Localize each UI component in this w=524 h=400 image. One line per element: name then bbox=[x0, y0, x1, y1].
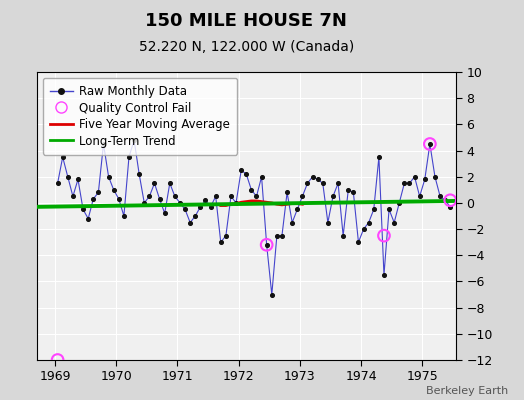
Point bbox=[349, 189, 357, 196]
Point bbox=[344, 187, 353, 193]
Point bbox=[104, 174, 113, 180]
Point bbox=[359, 226, 368, 232]
Point bbox=[206, 204, 215, 210]
Point bbox=[324, 219, 332, 226]
Point bbox=[69, 193, 77, 200]
Point bbox=[436, 193, 444, 200]
Point bbox=[369, 206, 378, 213]
Point bbox=[313, 176, 322, 182]
Point bbox=[171, 193, 179, 200]
Point bbox=[237, 167, 245, 173]
Point bbox=[257, 174, 266, 180]
Point bbox=[166, 180, 174, 186]
Point bbox=[283, 189, 291, 196]
Point bbox=[288, 219, 297, 226]
Point bbox=[278, 232, 286, 239]
Point bbox=[196, 204, 204, 210]
Text: Berkeley Earth: Berkeley Earth bbox=[426, 386, 508, 396]
Point bbox=[100, 141, 108, 147]
Point bbox=[298, 193, 307, 200]
Point bbox=[293, 206, 301, 213]
Point bbox=[150, 180, 159, 186]
Point bbox=[339, 232, 347, 239]
Point bbox=[79, 206, 88, 213]
Point bbox=[176, 200, 184, 206]
Point bbox=[53, 357, 62, 363]
Point bbox=[222, 232, 230, 239]
Point bbox=[410, 174, 419, 180]
Point bbox=[216, 239, 225, 245]
Point bbox=[446, 204, 454, 210]
Point bbox=[334, 180, 342, 186]
Point bbox=[135, 171, 144, 177]
Point bbox=[268, 291, 276, 298]
Point bbox=[145, 193, 154, 200]
Point bbox=[253, 193, 261, 200]
Point bbox=[191, 213, 200, 219]
Point bbox=[125, 154, 133, 160]
Point bbox=[74, 176, 82, 182]
Point bbox=[416, 193, 424, 200]
Point bbox=[431, 174, 439, 180]
Point bbox=[94, 189, 103, 196]
Point bbox=[308, 174, 316, 180]
Point bbox=[425, 141, 434, 147]
Point bbox=[375, 154, 383, 160]
Point bbox=[232, 200, 240, 206]
Point bbox=[385, 206, 393, 213]
Point bbox=[84, 216, 92, 222]
Point bbox=[319, 180, 327, 186]
Point bbox=[160, 210, 169, 216]
Point bbox=[247, 187, 256, 193]
Point bbox=[263, 242, 271, 248]
Point bbox=[130, 137, 138, 143]
Point bbox=[365, 219, 373, 226]
Point bbox=[329, 193, 337, 200]
Legend: Raw Monthly Data, Quality Control Fail, Five Year Moving Average, Long-Term Tren: Raw Monthly Data, Quality Control Fail, … bbox=[42, 78, 237, 155]
Point bbox=[400, 180, 409, 186]
Point bbox=[212, 193, 220, 200]
Point bbox=[89, 196, 97, 202]
Point bbox=[395, 200, 403, 206]
Point bbox=[421, 176, 429, 182]
Point bbox=[242, 171, 250, 177]
Point bbox=[380, 272, 388, 278]
Point bbox=[303, 180, 312, 186]
Point bbox=[405, 180, 413, 186]
Point bbox=[272, 232, 281, 239]
Point bbox=[201, 197, 210, 204]
Point bbox=[156, 196, 164, 202]
Point bbox=[263, 242, 271, 248]
Point bbox=[186, 219, 194, 226]
Point bbox=[425, 141, 434, 147]
Text: 150 MILE HOUSE 7N: 150 MILE HOUSE 7N bbox=[145, 12, 347, 30]
Point bbox=[110, 187, 118, 193]
Point bbox=[227, 193, 235, 200]
Point bbox=[53, 180, 62, 186]
Point bbox=[390, 219, 398, 226]
Point bbox=[59, 154, 67, 160]
Point bbox=[63, 174, 72, 180]
Point bbox=[446, 197, 454, 204]
Point bbox=[380, 232, 388, 239]
Point bbox=[140, 200, 148, 206]
Point bbox=[181, 206, 189, 213]
Point bbox=[119, 213, 128, 219]
Text: 52.220 N, 122.000 W (Canada): 52.220 N, 122.000 W (Canada) bbox=[139, 40, 354, 54]
Point bbox=[115, 196, 123, 202]
Point bbox=[354, 239, 363, 245]
Point bbox=[441, 197, 450, 204]
